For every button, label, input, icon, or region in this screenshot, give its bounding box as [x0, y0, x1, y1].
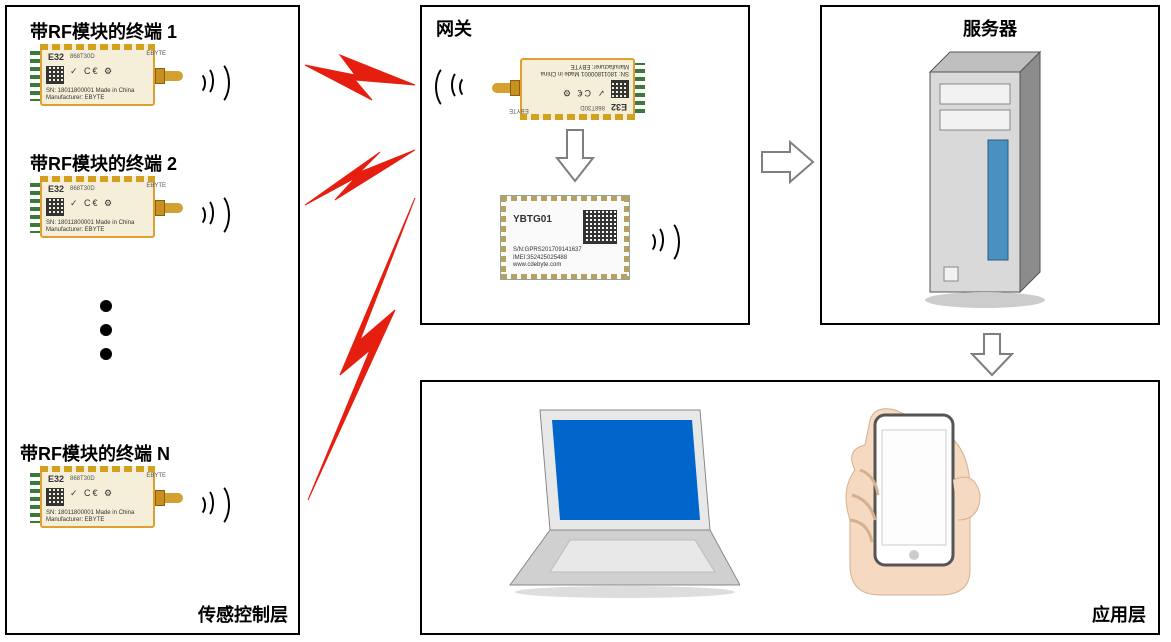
terminal-n-module: E32 868T30D EBYTE ✓ C€ ⚙ SN: 18011800001… — [30, 468, 180, 538]
server-title: 服务器 — [963, 15, 1017, 41]
application-footer-label: 应用层 — [1092, 601, 1146, 627]
gateway-down-arrow — [555, 128, 595, 183]
qr-icon — [611, 80, 629, 98]
rf-brand-label: EBYTE — [146, 51, 166, 57]
bt-sn-label: S/N:GPRS201709141637 IMEI:352425025488 w… — [513, 247, 582, 269]
server-icon — [910, 42, 1060, 312]
rf-subtype-label: 868T30D — [70, 54, 95, 60]
qr-icon — [46, 66, 64, 84]
antenna-icon — [490, 80, 520, 96]
bt-model-label: YBTG01 — [513, 214, 552, 225]
lightning-bolt-3 — [300, 190, 420, 510]
server-to-app-arrow — [970, 332, 1014, 377]
gateway-title: 网关 — [436, 15, 472, 41]
terminal-2-module: E32 868T30D EBYTE ✓ C€ ⚙ SN: 18011800001… — [30, 178, 180, 248]
qr-icon — [46, 488, 64, 506]
signal-waves-icon — [190, 188, 230, 238]
signal-waves-icon — [190, 478, 230, 528]
terminal-2-title: 带RF模块的终端 2 — [30, 150, 177, 176]
qr-icon — [46, 198, 64, 216]
phone-in-hand-icon — [820, 400, 1000, 600]
rf-ce-marks: ✓ C€ ⚙ — [70, 66, 114, 77]
antenna-icon — [155, 200, 185, 216]
terminal-n-title: 带RF模块的终端 N — [20, 440, 170, 466]
terminals-footer-label: 传感控制层 — [198, 601, 288, 627]
signal-waves-icon — [435, 60, 475, 110]
lightning-bolt-1 — [300, 50, 420, 110]
rf-model-label: E32 — [48, 52, 64, 62]
gateway-rf-module: E32 868T30D EBYTE ✓ C€ ⚙ SN: 18011800001… — [495, 48, 645, 118]
laptop-icon — [480, 400, 740, 600]
gateway-to-server-arrow — [760, 140, 815, 184]
rf-sn-label: SN: 18011800001 Made in China Manufactur… — [46, 88, 134, 102]
antenna-icon — [155, 490, 185, 506]
qr-icon — [583, 210, 617, 244]
antenna-icon — [155, 68, 185, 84]
terminal-1-title: 带RF模块的终端 1 — [30, 18, 177, 44]
ellipsis-dots — [100, 300, 112, 360]
signal-waves-icon — [190, 56, 230, 106]
gateway-bt-module: YBTG01 S/N:GPRS201709141637 IMEI:3524250… — [500, 195, 630, 280]
terminal-1-module: E32 868T30D EBYTE ✓ C€ ⚙ SN: 18011800001… — [30, 46, 180, 116]
signal-waves-icon — [640, 215, 680, 265]
